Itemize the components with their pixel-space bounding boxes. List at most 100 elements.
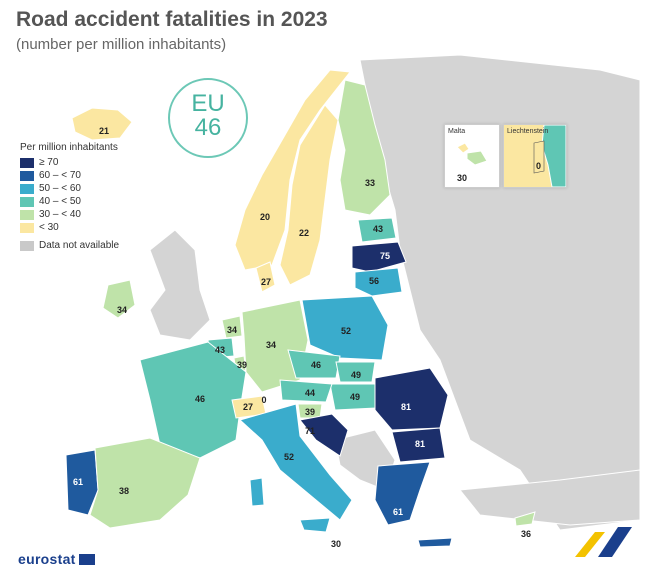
country-estonia	[357, 217, 397, 243]
legend-label: < 30	[39, 222, 59, 233]
value-malta: 30	[331, 539, 341, 549]
value-belgium: 43	[215, 345, 225, 355]
country-sicily	[299, 517, 331, 533]
value-cyprus: 36	[521, 529, 531, 539]
value-italy: 52	[284, 452, 294, 462]
country-lithuania	[354, 267, 403, 297]
country-crete	[417, 537, 453, 548]
value-ireland: 34	[117, 305, 127, 315]
value-spain: 38	[119, 486, 129, 496]
eu-badge-value: 46	[194, 114, 222, 141]
malta-inset-value: 30	[457, 173, 468, 183]
map-title: Road accident fatalities in 2023	[16, 8, 328, 31]
country-bulgaria	[391, 427, 446, 463]
value-slovenia: 39	[305, 407, 315, 417]
legend-label: ≥ 70	[39, 157, 59, 168]
value-france: 46	[195, 394, 205, 404]
value-luxembourg: 39	[237, 360, 247, 370]
legend-title: Per million inhabitants	[20, 142, 118, 153]
map-subtitle: (number per million inhabitants)	[16, 36, 227, 53]
country-ireland	[102, 279, 136, 319]
value-poland: 52	[341, 326, 351, 336]
malta-inset: Malta 30	[444, 124, 500, 188]
value-denmark: 27	[261, 277, 271, 287]
value-greece: 61	[393, 507, 403, 517]
country-italy	[238, 403, 353, 521]
country-poland	[301, 295, 389, 361]
legend-swatch	[20, 222, 34, 233]
eu-average-badge: EU 46	[168, 78, 248, 158]
value-latvia: 75	[380, 251, 390, 261]
value-romania: 81	[401, 402, 411, 412]
legend-label: Data not available	[39, 240, 120, 251]
country-cyprus	[514, 511, 536, 527]
legend-swatch	[20, 157, 34, 168]
liechtenstein-shape	[504, 125, 566, 187]
legend-item: 50 – < 60	[20, 182, 119, 195]
value-estonia: 43	[373, 224, 383, 234]
country-france	[139, 341, 247, 459]
value-germany: 34	[266, 340, 276, 350]
country-value-labels: 21 20 22 33 43 75 56 27 34 34 43 39 34 5…	[73, 126, 531, 549]
legend-item: 30 – < 40	[20, 208, 119, 221]
turkey-land	[459, 469, 641, 526]
country-croatia	[299, 413, 349, 457]
country-denmark	[255, 261, 276, 293]
value-norway: 20	[260, 212, 270, 222]
legend-swatch	[20, 196, 34, 207]
country-finland	[337, 79, 391, 216]
legend-item: < 30	[20, 221, 119, 234]
legend-item: ≥ 70	[20, 156, 119, 169]
legend-label: 50 – < 60	[39, 183, 81, 194]
value-slovakia: 49	[351, 370, 361, 380]
value-portugal: 61	[73, 477, 83, 487]
value-austria: 44	[305, 388, 315, 398]
value-switzerland: 27	[243, 402, 253, 412]
country-latvia	[351, 241, 407, 273]
value-liechtenstein: 0	[261, 395, 266, 405]
eurostat-logo-text: eurostat	[18, 551, 76, 567]
legend-label: 40 – < 50	[39, 196, 81, 207]
eurostat-logo: eurostat	[18, 551, 95, 567]
country-portugal	[65, 449, 99, 516]
value-iceland: 21	[99, 126, 109, 136]
legend-item: 40 – < 50	[20, 195, 119, 208]
country-netherlands	[221, 315, 243, 339]
value-bulgaria: 81	[415, 439, 425, 449]
eurostat-corner-logo-icon	[575, 527, 632, 557]
liechtenstein-inset: Liechtenstein 0	[503, 124, 567, 188]
country-slovakia	[335, 361, 376, 383]
value-finland: 33	[365, 178, 375, 188]
legend: Per million inhabitants ≥ 70 60 – < 70 5…	[20, 142, 119, 252]
liechtenstein-inset-label: Liechtenstein	[507, 128, 549, 135]
country-czechia	[287, 349, 341, 379]
value-croatia: 71	[305, 426, 315, 436]
value-sweden: 22	[299, 228, 309, 238]
value-czechia: 46	[311, 360, 321, 370]
uk-land	[149, 229, 211, 341]
liechtenstein-inset-value: 0	[536, 161, 542, 171]
country-sardinia	[249, 477, 265, 507]
country-iceland	[71, 107, 133, 141]
eu-badge-label: EU	[191, 90, 225, 117]
legend-swatch	[20, 240, 34, 251]
legend-swatch	[20, 170, 34, 181]
country-austria	[279, 379, 333, 403]
malta-shape	[456, 142, 488, 166]
country-sweden	[279, 104, 339, 286]
legend-label: 60 – < 70	[39, 170, 81, 181]
legend-label: 30 – < 40	[39, 209, 81, 220]
value-hungary: 49	[350, 392, 360, 402]
value-netherlands: 34	[227, 325, 237, 335]
legend-swatch	[20, 183, 34, 194]
eu-flag-icon	[78, 554, 95, 565]
value-lithuania: 56	[369, 276, 379, 286]
malta-inset-label: Malta	[448, 128, 466, 135]
legend-item: 60 – < 70	[20, 169, 119, 182]
legend-item-na: Data not available	[20, 239, 119, 252]
legend-swatch	[20, 209, 34, 220]
country-spain	[89, 437, 201, 529]
country-romania	[374, 367, 449, 431]
country-greece	[374, 461, 431, 526]
